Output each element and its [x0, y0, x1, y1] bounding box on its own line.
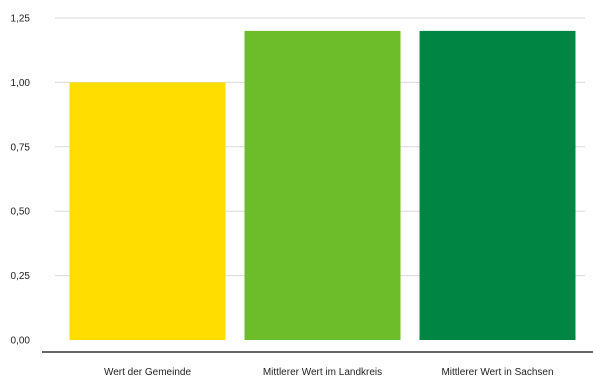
y-tick-label: 0,00 [11, 336, 31, 347]
x-axis-category-labels: Wert der Gemeinde Mittlerer Wert im Landk… [104, 367, 554, 377]
y-tick-label: 1,25 [11, 14, 31, 25]
y-tick-label: 0,50 [11, 207, 31, 218]
bars [69, 30, 576, 341]
y-axis-tick-labels: 0,00 0,25 0,50 0,75 1,00 1,25 [11, 14, 31, 347]
y-tick-label: 0,25 [11, 271, 31, 282]
bar-2 [244, 30, 401, 340]
y-tick-label: 0,75 [11, 142, 31, 153]
y-tick-label: 1,00 [11, 78, 31, 89]
bar-3 [419, 30, 576, 340]
x-category-label: Mittlerer Wert im Landkreis [263, 367, 382, 377]
x-category-label: Mittlerer Wert in Sachsen [441, 367, 553, 377]
bar-1 [69, 82, 226, 341]
x-category-label: Wert der Gemeinde [104, 367, 192, 377]
